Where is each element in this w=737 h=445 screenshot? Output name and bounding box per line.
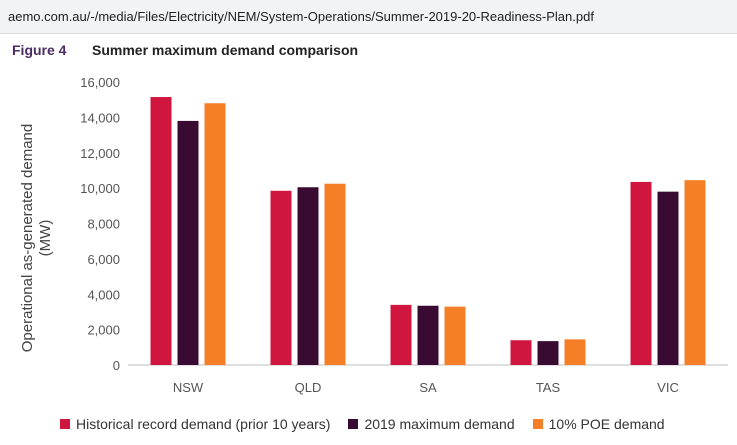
x-tick-label-nsw: NSW [173,380,204,395]
y-tick-label: 6,000 [87,252,120,267]
bar-qld-series-1 [297,187,319,365]
legend-swatch-10-poe [532,419,543,429]
x-tick-label-tas: TAS [536,380,561,395]
y-tick-label: 10,000 [80,181,120,196]
legend-label-historical: Historical record demand (prior 10 years… [76,416,331,432]
y-tick-label: 16,000 [80,75,120,90]
address-bar[interactable]: aemo.com.au/-/media/Files/Electricity/NE… [0,0,737,34]
bar-qld-series-0 [270,190,292,365]
x-tick-label-sa: SA [419,380,437,395]
bar-tas-series-0 [510,340,532,365]
legend-label-10-poe: 10% POE demand [548,416,665,432]
y-tick-label: 4,000 [87,287,120,302]
bar-vic-series-1 [657,191,679,365]
y-tick-label: 12,000 [80,146,120,161]
legend-swatch-2019-max [348,419,359,429]
bar-nsw-series-0 [150,97,172,366]
y-tick-label: 2,000 [87,323,120,338]
bar-sa-series-1 [417,305,439,365]
figure-label: Figure 4 [12,42,67,58]
url-text[interactable]: aemo.com.au/-/media/Files/Electricity/NE… [8,9,594,24]
legend-item-2019-max: 2019 maximum demand [348,416,515,432]
bar-tas-series-1 [537,341,559,365]
bar-vic-series-2 [684,180,706,365]
legend: Historical record demand (prior 10 years… [60,416,665,432]
bar-nsw-series-2 [204,103,226,365]
x-tick-label-vic: VIC [657,380,679,395]
legend-label-2019-max: 2019 maximum demand [364,416,515,432]
bar-sa-series-2 [444,306,466,365]
legend-item-10-poe: 10% POE demand [532,416,665,432]
bar-tas-series-2 [564,339,586,365]
bar-sa-series-0 [390,304,412,365]
bar-qld-series-2 [324,183,346,365]
y-tick-label: 0 [113,358,120,373]
figure-title: Summer maximum demand comparison [92,42,359,58]
legend-swatch-historical [60,419,70,429]
y-axis-label: Operational as-generated demand [19,124,36,353]
y-axis-label-unit: (MW) [37,220,54,257]
y-tick-label: 8,000 [87,217,120,232]
x-tick-label-qld: QLD [295,380,322,395]
legend-item-historical: Historical record demand (prior 10 years… [60,416,330,432]
bar-nsw-series-1 [177,120,199,365]
bar-vic-series-0 [630,181,652,365]
y-tick-label: 14,000 [80,110,120,125]
